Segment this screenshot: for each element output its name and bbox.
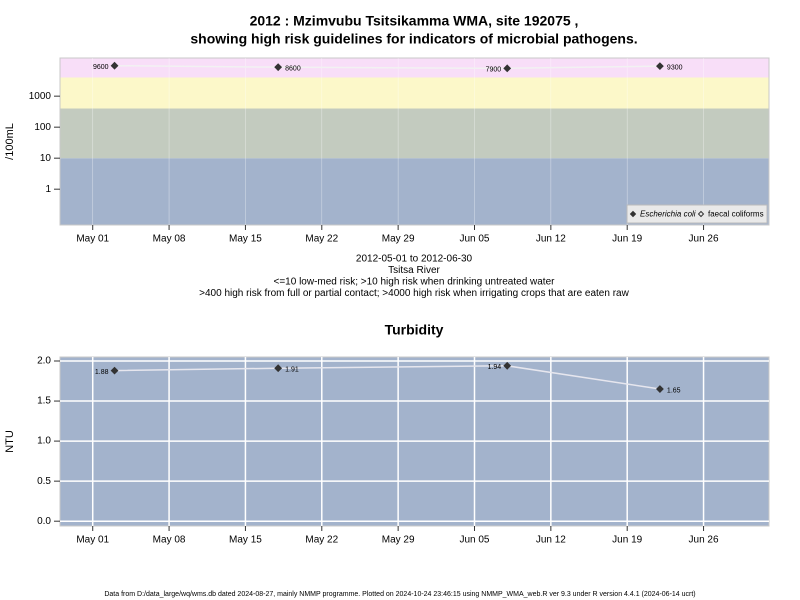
y-tick-label: 1 <box>45 184 51 195</box>
x-tick-label: Jun 26 <box>689 234 719 245</box>
chart-note: 2012-05-01 to 2012-06-30 <box>356 254 473 265</box>
data-label: 9600 <box>93 64 109 71</box>
y-tick-label: 1000 <box>29 91 52 102</box>
x-tick-label: May 08 <box>153 535 186 546</box>
chart-note: <=10 low-med risk; >10 high risk when dr… <box>274 277 556 288</box>
chart-note: >400 high risk from full or partial cont… <box>199 288 629 299</box>
data-point <box>110 61 119 70</box>
y-tick-label: 0.0 <box>37 516 51 527</box>
legend-label: faecal coliforms <box>708 210 764 219</box>
data-point <box>503 361 512 370</box>
data-label: 1.91 <box>285 367 299 374</box>
x-tick-label: May 15 <box>229 234 262 245</box>
plot-frame <box>59 57 770 226</box>
data-label: 7900 <box>486 67 502 74</box>
x-tick-label: May 22 <box>305 535 338 546</box>
x-tick-label: May 29 <box>382 234 415 245</box>
x-tick-label: May 22 <box>305 234 338 245</box>
x-tick-label: May 29 <box>382 535 415 546</box>
data-point <box>274 364 283 373</box>
footer: Data from D:/data_large/wq/wms.db dated … <box>104 591 695 598</box>
data-point <box>503 64 512 73</box>
data-label: 1.65 <box>667 387 681 394</box>
y-tick-label: 10 <box>40 153 52 164</box>
x-tick-label: Jun 05 <box>459 234 489 245</box>
x-tick-label: Jun 26 <box>689 535 719 546</box>
y-tick-label: 1.0 <box>37 436 51 447</box>
x-tick-label: Jun 12 <box>536 535 566 546</box>
y-tick-label: 2.0 <box>37 356 51 367</box>
chart-title: 2012 : Mzimvubu Tsitsikamma WMA, site 19… <box>250 13 579 29</box>
x-tick-label: Jun 19 <box>612 535 642 546</box>
x-tick-label: May 01 <box>76 535 109 546</box>
data-label: 1.88 <box>95 369 109 376</box>
data-point <box>110 366 119 375</box>
x-tick-label: May 01 <box>76 234 109 245</box>
chart-title: Turbidity <box>385 322 444 338</box>
x-tick-label: Jun 12 <box>536 234 566 245</box>
chart-note: Tsitsa River <box>388 265 440 276</box>
risk-band <box>60 77 769 109</box>
data-point <box>656 385 664 393</box>
data-label: 1.94 <box>488 364 502 371</box>
x-tick-label: Jun 05 <box>459 535 489 546</box>
data-label: 8600 <box>285 66 301 73</box>
y-tick-label: 0.5 <box>37 476 51 487</box>
series-line <box>114 64 660 70</box>
legend-marker <box>629 210 637 218</box>
y-tick-label: 100 <box>34 122 51 133</box>
x-tick-label: May 08 <box>153 234 186 245</box>
legend-label: Escherichia coli <box>640 210 696 219</box>
y-tick-label: 1.5 <box>37 396 51 407</box>
legend-box <box>626 204 768 224</box>
y-axis-label: /100mL <box>4 123 16 160</box>
data-point <box>656 62 664 71</box>
data-point <box>274 63 283 72</box>
series-line <box>114 365 661 390</box>
chart-title: showing high risk guidelines for indicat… <box>190 31 637 47</box>
legend-marker <box>697 210 705 218</box>
x-tick-label: Jun 19 <box>612 234 642 245</box>
x-tick-label: May 15 <box>229 535 262 546</box>
risk-band <box>60 108 769 159</box>
data-label: 9300 <box>667 64 683 71</box>
y-axis-label: NTU <box>4 430 16 453</box>
